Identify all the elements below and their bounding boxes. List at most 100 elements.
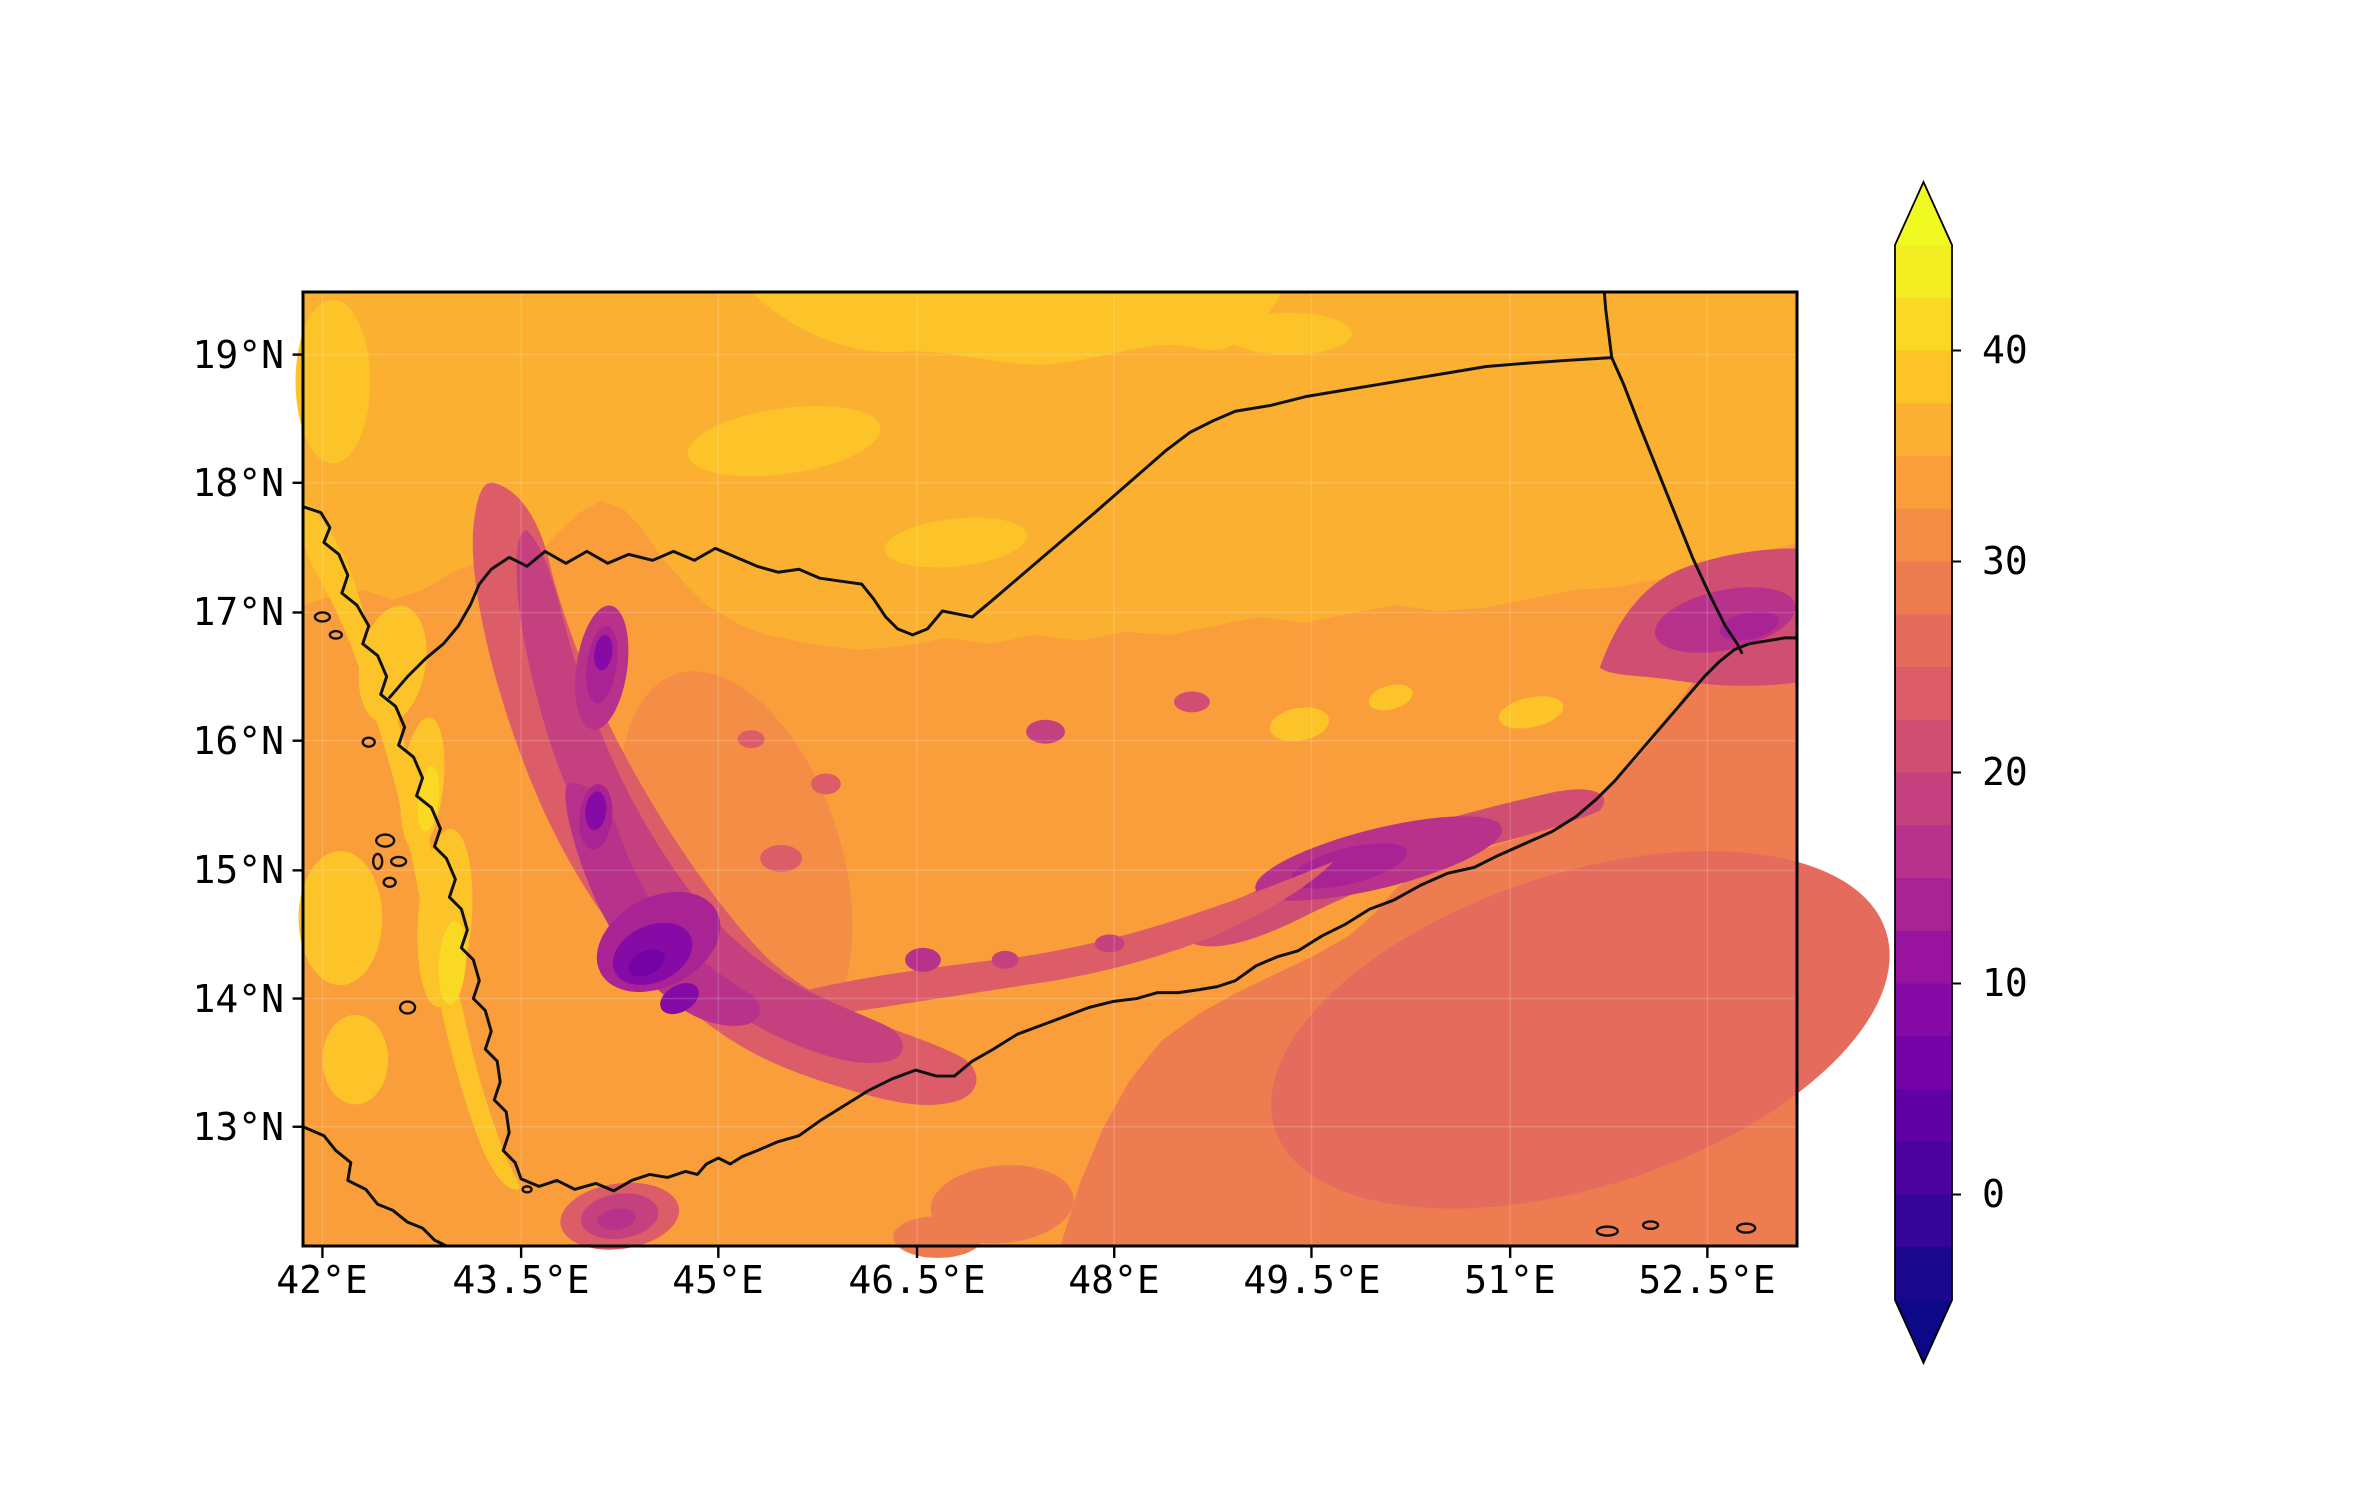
- colorbar-band: [1895, 1089, 1952, 1143]
- colorbar-over-arrow: [1895, 182, 1952, 245]
- colorbar-band: [1895, 667, 1952, 721]
- y-axis-tick-label: 18°N: [192, 461, 284, 505]
- contour-yellow-north-strip: [751, 292, 1282, 365]
- contour-salmon-patch: [893, 1216, 983, 1258]
- colorbar-band: [1895, 878, 1952, 932]
- y-axis-tick-label: 14°N: [192, 977, 284, 1021]
- colorbar-tick-label: 20: [1982, 750, 2028, 794]
- island-outline: [361, 736, 376, 748]
- island-outline: [375, 833, 396, 848]
- x-axis-ticks: [321, 1246, 1709, 1258]
- contour-field: [295, 292, 1890, 1258]
- island-outline: [372, 852, 384, 871]
- x-axis-tick-label: 49.5°E: [1243, 1258, 1381, 1302]
- colorbar-tick-label: 10: [1982, 961, 2028, 1005]
- colorbar-tick-label: 40: [1982, 328, 2028, 372]
- colorbar-bands: [1895, 245, 1952, 1301]
- island-outlines: [313, 611, 1757, 1237]
- colorbar-band: [1895, 245, 1952, 299]
- x-axis-tick-label: 45°E: [672, 1258, 764, 1302]
- contour-sea-yellow: [298, 850, 383, 986]
- coastline-arabia: [301, 505, 1799, 1193]
- colorbar-band: [1895, 614, 1952, 668]
- island-outline: [1595, 1225, 1619, 1237]
- contour-bottomleft-magenta: [597, 1208, 637, 1230]
- contour-purple: [660, 982, 699, 1015]
- coastline-africa: [301, 1125, 448, 1248]
- contour-rose-dot: [1094, 934, 1125, 953]
- island-outline: [382, 876, 397, 888]
- contour-purple: [594, 634, 613, 671]
- colorbar-ticks: [1952, 349, 1961, 1196]
- contour-yellow-spot: [1498, 696, 1564, 729]
- x-axis-tick-label: 43.5°E: [452, 1258, 590, 1302]
- contour-rose-dot: [991, 950, 1019, 969]
- border-saudi-oman: [1602, 290, 1614, 360]
- contour-yellow-blob: [687, 405, 881, 477]
- y-axis-tick-label: 19°N: [192, 333, 284, 377]
- border-saudi-yemen: [388, 356, 1614, 699]
- colorbar-band: [1895, 561, 1952, 615]
- island-outline: [398, 1000, 417, 1015]
- contour-purple: [585, 791, 607, 831]
- border-yemen-oman: [1610, 356, 1744, 655]
- contour-rose-dot: [810, 773, 841, 795]
- colorbar-band: [1895, 825, 1952, 879]
- island-outline: [328, 629, 344, 640]
- colorbar-band: [1895, 983, 1952, 1037]
- contour-sea-yellow: [322, 1014, 389, 1105]
- colorbar-band: [1895, 719, 1952, 774]
- colorbar-tick-label: 30: [1982, 539, 2028, 583]
- contour-rose-dot: [737, 730, 765, 749]
- y-axis-tick-label: 13°N: [192, 1105, 284, 1149]
- colorbar-band: [1895, 1247, 1952, 1301]
- contour-west-magenta: [565, 783, 760, 1026]
- colorbar-band: [1895, 456, 1952, 510]
- x-axis-tick-label: 46.5°E: [848, 1258, 986, 1302]
- contour-purple-core: [628, 949, 665, 977]
- colorbar-tick-label: 0: [1982, 1172, 2005, 1216]
- x-axis-tick-label: 52.5°E: [1638, 1258, 1776, 1302]
- contour-yellow-blob: [295, 299, 371, 464]
- contour-salmon-dark: [1271, 851, 1890, 1209]
- contour-yellow-spot: [1368, 684, 1413, 711]
- colorbar-band: [1895, 508, 1952, 563]
- colorbar-band: [1895, 772, 1952, 826]
- colorbar-band: [1895, 1141, 1952, 1196]
- colorbar-outline: [1894, 179, 1953, 1366]
- contour-yellow-blob: [1226, 312, 1352, 355]
- contour-dhofar-core: [1719, 611, 1779, 641]
- coastlines-borders: [301, 290, 1799, 1248]
- colorbar-band: [1895, 1194, 1952, 1248]
- colorbar-band: [1895, 350, 1952, 404]
- contour-rose-dot: [905, 947, 941, 972]
- axis-frame: [292, 290, 1799, 1258]
- contour-east-core: [1290, 843, 1407, 889]
- x-axis-tick-label: 48°E: [1068, 1258, 1160, 1302]
- y-axis-tick-label: 15°N: [192, 848, 284, 892]
- contour-rose-dot: [760, 845, 802, 872]
- colorbar-band: [1895, 930, 1952, 985]
- contour-north-desert: [303, 292, 1797, 650]
- contour-pink-dot: [1026, 719, 1065, 744]
- map-plot: [292, 290, 1890, 1258]
- contour-yellow-spot: [1269, 707, 1330, 742]
- island-outline: [389, 855, 408, 868]
- colorbar-under-arrow: [1895, 1300, 1952, 1363]
- colorbar: [1894, 179, 1961, 1366]
- island-outline: [521, 1185, 533, 1194]
- y-axis-tick-label: 17°N: [192, 590, 284, 634]
- y-axis-ticks: [292, 353, 303, 1128]
- y-axis-tick-label: 16°N: [192, 719, 284, 763]
- contour-yellow-blob: [884, 517, 1028, 568]
- x-axis-tick-label: 42°E: [276, 1258, 368, 1302]
- island-outline: [313, 611, 332, 623]
- contour-tihama-bright: [438, 921, 467, 1005]
- colorbar-band: [1895, 1036, 1952, 1090]
- contour-pink-dot: [1174, 691, 1210, 713]
- island-outline: [1641, 1220, 1660, 1231]
- colorbar-band: [1895, 297, 1952, 352]
- island-outline: [1736, 1222, 1757, 1234]
- graticule: [303, 292, 1797, 1246]
